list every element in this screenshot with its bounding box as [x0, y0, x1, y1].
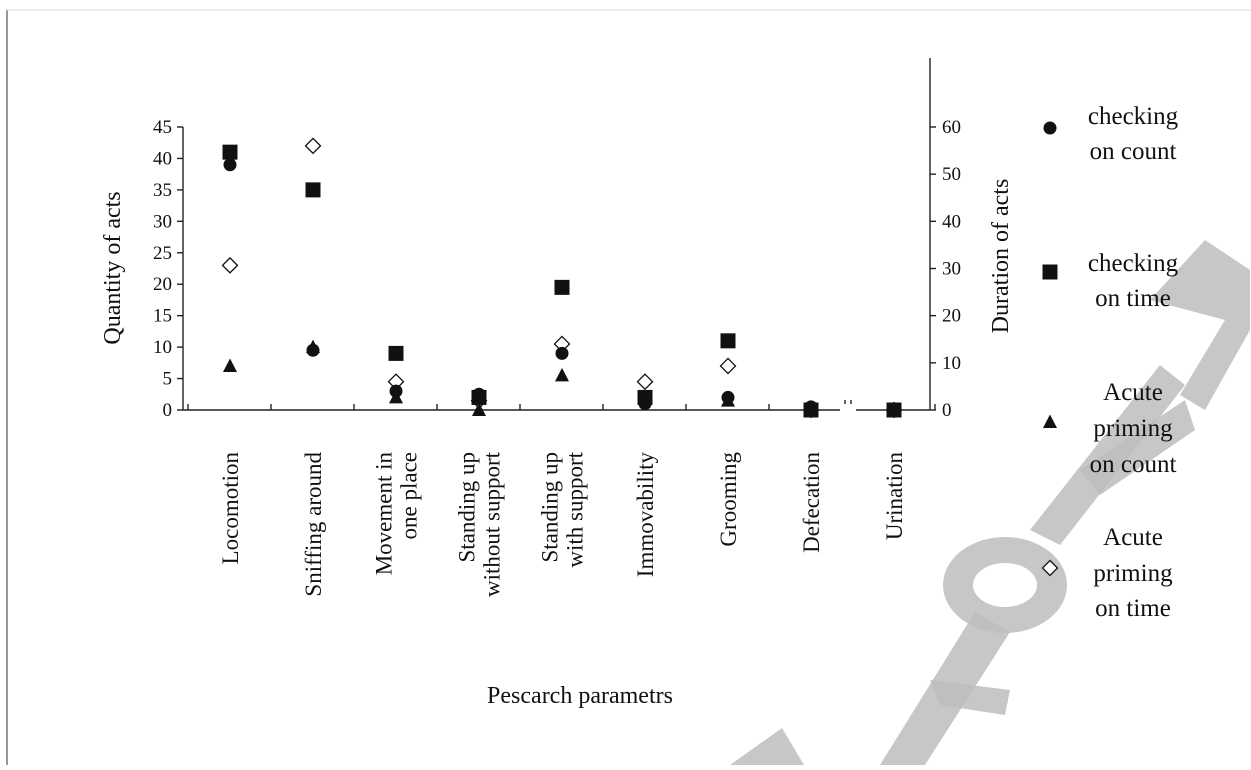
category-label: Urination: [882, 452, 907, 541]
legend-marker: [1041, 559, 1059, 577]
data-point: [554, 279, 570, 295]
right-tick-label: 60: [942, 117, 961, 138]
data-point: [222, 144, 238, 160]
right-tick-label: 10: [942, 353, 961, 374]
left-tick-label: 10: [153, 337, 172, 358]
legend-marker: [1043, 121, 1057, 135]
data-point: [304, 137, 322, 155]
left-axis-ticks: 0 5 10 15 20 25 30 35 40 45: [153, 117, 183, 421]
category-label-line: Defecation: [799, 452, 824, 553]
left-tick-label: 25: [153, 243, 172, 264]
data-point: [720, 333, 736, 349]
data-point: [636, 373, 654, 391]
data-point: [719, 357, 737, 375]
right-tick-label: 0: [942, 400, 952, 421]
legend-marker: [1043, 414, 1057, 428]
data-point: [472, 387, 486, 401]
data-point: [305, 182, 321, 198]
legend-label: on time: [1095, 595, 1171, 622]
left-tick-label: 40: [153, 148, 172, 169]
category-label-line: Urination: [882, 452, 907, 541]
legend-entry: Acute priming on count: [1043, 379, 1176, 478]
data-point: [472, 402, 486, 416]
category-label-line: Movement in: [372, 452, 397, 576]
category-label-line: Standing up: [455, 452, 480, 563]
left-tick-label: 20: [153, 274, 172, 295]
category-label: Movement in one place: [372, 452, 422, 576]
right-axis-ticks: 0 10 20 30 40 50 60: [930, 117, 961, 421]
y-axis-left-title: Quantity of acts: [100, 191, 126, 344]
legend-marker: [1042, 264, 1058, 280]
right-tick-label: 40: [942, 211, 961, 232]
legend-entry: checking on count: [1043, 103, 1179, 165]
category-label-line: Locomotion: [218, 452, 243, 565]
left-tick-label: 5: [163, 369, 173, 390]
legend-entry: checking on time: [1042, 250, 1179, 312]
category-label: Immovability: [633, 452, 658, 578]
left-tick-label: 45: [153, 117, 172, 138]
category-label: Standing up without support: [455, 451, 505, 597]
right-tick-label: 50: [942, 164, 961, 185]
right-tick-label: 30: [942, 259, 961, 280]
legend-label: Acute: [1103, 524, 1163, 551]
legend-label: priming: [1093, 560, 1173, 587]
legend-label: priming: [1093, 415, 1173, 442]
series-2-points: [223, 339, 901, 416]
legend-label: on count: [1090, 451, 1177, 478]
category-label-line: Sniffing around: [301, 452, 326, 597]
y-axis-right-title: Duration of acts: [988, 179, 1014, 334]
category-label-line: without support: [480, 451, 505, 597]
data-point: [721, 393, 735, 407]
data-point: [887, 402, 901, 416]
legend-label: checking: [1088, 103, 1179, 130]
data-point: [638, 389, 652, 404]
category-labels: Locomotion Sniffing around Movement in one …: [218, 451, 907, 597]
x-axis-title: Pescarch parametrs: [487, 683, 673, 709]
right-tick-label: 20: [942, 306, 961, 327]
category-label-line: with support: [563, 451, 588, 567]
legend-label: on time: [1095, 285, 1171, 312]
data-point: [223, 158, 237, 172]
data-markers: [221, 137, 903, 419]
category-label-line: one place: [397, 452, 422, 539]
category-label-line: Grooming: [716, 452, 741, 547]
data-point: [306, 339, 320, 354]
data-point: [388, 345, 404, 361]
legend-label: checking: [1088, 250, 1179, 277]
left-tick-label: 0: [163, 400, 173, 421]
category-label: Standing up with support: [538, 451, 588, 567]
data-point: [389, 389, 403, 404]
legend: checking on count checking on time Acute prim…: [1041, 103, 1179, 622]
category-label: Sniffing around: [301, 452, 326, 597]
x-axis-ticks: [187, 404, 936, 410]
data-point: [223, 358, 237, 372]
category-label: Defecation: [799, 452, 824, 553]
watermark-graphic: [730, 240, 1250, 765]
left-tick-label: 15: [153, 306, 172, 327]
category-label-line: Immovability: [633, 452, 658, 578]
data-point: [555, 367, 569, 382]
category-label-line: Standing up: [538, 452, 563, 563]
legend-label: Acute: [1103, 379, 1163, 406]
data-point: [221, 256, 239, 274]
data-point: [804, 402, 818, 416]
legend-entry: Acute priming on time: [1041, 524, 1173, 622]
left-tick-label: 35: [153, 180, 172, 201]
category-label: Grooming: [716, 452, 741, 547]
data-point: [555, 346, 569, 360]
left-tick-label: 30: [153, 211, 172, 232]
category-label: Locomotion: [218, 452, 243, 565]
legend-label: on count: [1090, 138, 1177, 165]
